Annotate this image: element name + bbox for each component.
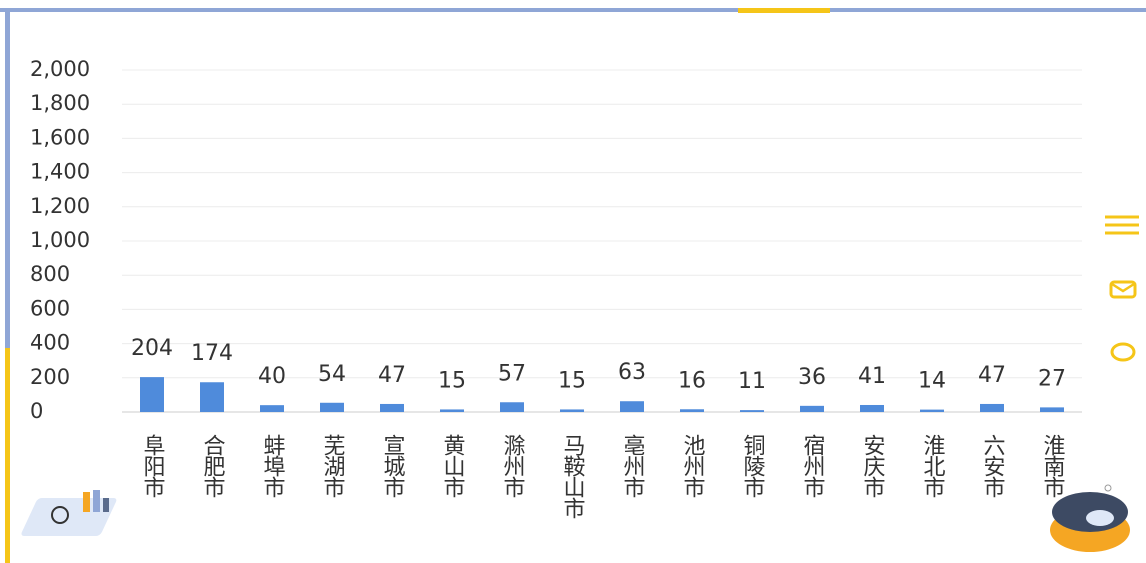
y-tick-label: 1,800 xyxy=(30,91,90,115)
bar xyxy=(140,377,164,412)
value-label: 63 xyxy=(618,360,646,385)
bar xyxy=(980,403,1004,412)
x-tick-label: 蚌埠市 xyxy=(260,434,286,498)
menu-icon[interactable] xyxy=(1105,215,1139,235)
x-tick-label: 亳州市 xyxy=(620,434,646,498)
x-tick-label: 铜陵市 xyxy=(740,434,766,498)
y-tick-label: 1,600 xyxy=(30,125,90,149)
bar xyxy=(500,402,524,412)
value-label: 15 xyxy=(438,368,466,393)
x-tick-label: 合肥市 xyxy=(200,434,226,498)
bar xyxy=(560,409,584,412)
y-tick-label: 400 xyxy=(30,331,70,355)
value-label: 36 xyxy=(798,365,826,390)
top-accent xyxy=(738,8,830,13)
bar xyxy=(380,403,404,412)
x-tick-label: 芜湖市 xyxy=(320,434,346,498)
bar xyxy=(800,405,824,412)
value-label: 27 xyxy=(1038,366,1066,391)
chat-icon[interactable] xyxy=(1110,342,1136,362)
y-tick-label: 200 xyxy=(30,365,70,389)
bar xyxy=(920,409,944,412)
x-tick-label: 池州市 xyxy=(680,434,706,498)
value-label: 14 xyxy=(918,369,946,394)
value-label: 57 xyxy=(498,361,526,386)
value-label: 174 xyxy=(191,341,233,366)
x-tick-label: 六安市 xyxy=(980,434,1006,498)
value-label: 40 xyxy=(258,364,286,389)
top-border xyxy=(0,8,1146,12)
y-tick-label: 600 xyxy=(30,296,70,320)
value-label: 47 xyxy=(978,363,1006,388)
x-tick-label: 阜阳市 xyxy=(140,434,165,498)
x-tick-label: 马鞍山市 xyxy=(560,434,586,519)
y-tick-label: 1,200 xyxy=(30,194,90,218)
decor-illustration xyxy=(21,490,117,536)
bar xyxy=(440,409,464,412)
x-tick-label: 安庆市 xyxy=(860,434,886,498)
bar xyxy=(620,401,644,412)
decor-donut xyxy=(1050,484,1130,552)
value-label: 11 xyxy=(738,369,766,394)
x-tick-label: 宣城市 xyxy=(380,434,406,498)
value-label: 47 xyxy=(378,363,406,388)
y-tick-label: 0 xyxy=(30,399,43,423)
x-tick-label: 黄山市 xyxy=(440,434,465,498)
x-tick-label: 宿州市 xyxy=(800,434,826,498)
value-label: 41 xyxy=(858,364,886,389)
value-label: 204 xyxy=(131,336,173,361)
mail-icon[interactable] xyxy=(1109,280,1137,299)
bar xyxy=(740,410,764,412)
bar xyxy=(860,404,884,412)
bar xyxy=(1040,407,1064,412)
x-tick-label: 淮南市 xyxy=(1040,434,1066,498)
x-tick-label: 淮北市 xyxy=(920,434,946,498)
value-label: 54 xyxy=(318,362,346,387)
y-tick-label: 1,000 xyxy=(30,228,90,252)
value-label: 15 xyxy=(558,368,586,393)
left-border xyxy=(5,8,10,348)
x-tick-label: 滁州市 xyxy=(500,434,526,498)
y-tick-label: 800 xyxy=(30,262,70,286)
bar xyxy=(200,382,224,412)
bar xyxy=(260,405,284,412)
bar xyxy=(680,409,704,412)
left-accent xyxy=(5,348,10,563)
bar xyxy=(320,402,344,412)
value-label: 16 xyxy=(678,368,706,393)
y-tick-label: 2,000 xyxy=(30,57,90,81)
y-tick-label: 1,400 xyxy=(30,160,90,184)
